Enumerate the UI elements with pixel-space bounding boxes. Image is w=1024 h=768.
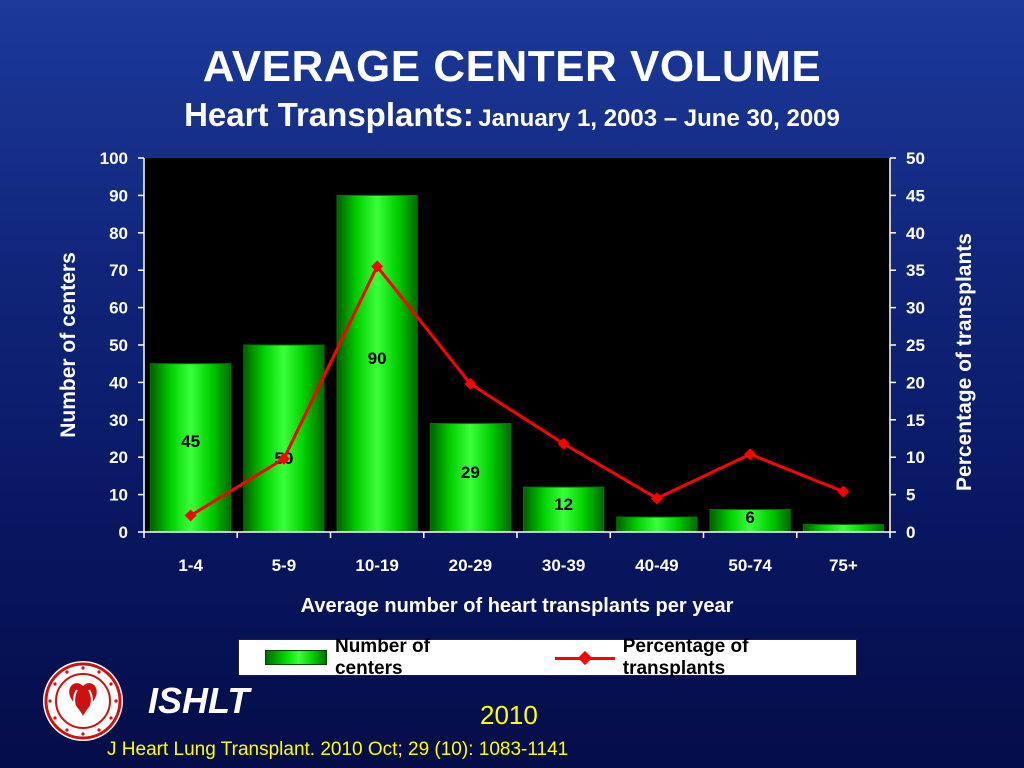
percentage-point [837,485,850,498]
x-tick-label: 10-19 [355,556,398,575]
bar [616,516,698,533]
chart-subtitle: Heart Transplants: January 1, 2003 – Jun… [0,96,1024,134]
x-tick-label: 75+ [829,556,858,575]
y-tick-label: 40 [109,373,128,392]
bar-value-label: 6 [745,508,754,527]
bar-value-label: 45 [181,432,200,451]
legend-item-centers: Number of centers [239,636,503,680]
legend-label-percentage: Percentage of transplants [622,635,749,679]
subtitle-main: Heart Transplants: [184,96,474,133]
y2-tick-label: 10 [906,448,925,467]
bar [802,524,884,533]
legend-item-percentage: Percentage of transplants [503,636,856,680]
y2-tick-label: 20 [906,373,925,392]
bar-value-label: 29 [461,463,480,482]
percentage-point [744,448,757,461]
y2-tick-label: 15 [906,411,925,430]
bar [523,486,605,533]
y2-tick-label: 0 [906,523,915,542]
percentage-point [650,492,663,505]
x-tick-label: 40-49 [635,556,678,575]
y2-tick-label: 50 [906,149,925,168]
percentage-point [184,509,197,522]
x-tick-label: 5-9 [272,556,297,575]
y-tick-label: 100 [100,149,128,168]
y-tick-label: 70 [109,261,128,280]
y2-tick-label: 40 [906,224,925,243]
y-tick-label: 50 [109,336,128,355]
percentage-point [464,377,477,390]
bar [429,423,511,533]
bar [336,194,418,533]
ishlt-seal-icon [43,661,123,741]
bar-value-label: 12 [554,495,573,514]
bar [150,363,232,533]
percentage-line [189,263,844,517]
citation-text: J Heart Lung Transplant. 2010 Oct; 29 (1… [107,739,569,760]
chart-title: AVERAGE CENTER VOLUME [202,42,822,91]
percentage-point [557,437,570,450]
y-tick-label: 0 [119,523,128,542]
y2-tick-label: 45 [906,186,925,205]
y2-axis-title: Percentage of transplants [953,233,976,491]
x-tick-label: 1-4 [178,556,203,575]
y-axis-title: Number of centers [57,252,80,438]
year-label: 2010 [480,700,538,730]
chart-legend: Number of centers Percentage of transpla… [238,636,857,679]
y2-tick-label: 30 [906,299,925,318]
y-tick-label: 60 [109,299,128,318]
y-tick-label: 10 [109,486,128,505]
y2-tick-label: 5 [906,486,915,505]
legend-label-centers: Number of centers [334,635,430,679]
y2-tick-label: 35 [906,261,925,280]
bar [243,344,325,533]
subtitle-dates: January 1, 2003 – June 30, 2009 [478,105,840,132]
y-tick-label: 20 [109,448,128,467]
y2-tick-label: 25 [906,336,925,355]
x-axis-title: Average number of heart transplants per … [301,595,734,617]
bar-value-label: 2 [839,495,848,514]
bar-value-label: 90 [368,349,387,368]
ishlt-label: ISHLT [148,680,250,721]
x-tick-label: 30-39 [542,556,585,575]
y-tick-label: 90 [109,186,128,205]
percentage-point [277,452,290,465]
chart: 4550902912462 01020304050607080901000510… [57,149,976,617]
legend-bar-swatch [265,650,327,665]
x-tick-label: 20-29 [449,556,492,575]
x-tick-label: 50-74 [728,556,772,575]
y-tick-label: 80 [109,224,128,243]
legend-line-swatch [554,650,615,665]
percentage-point [371,260,384,273]
y-tick-label: 30 [109,411,128,430]
